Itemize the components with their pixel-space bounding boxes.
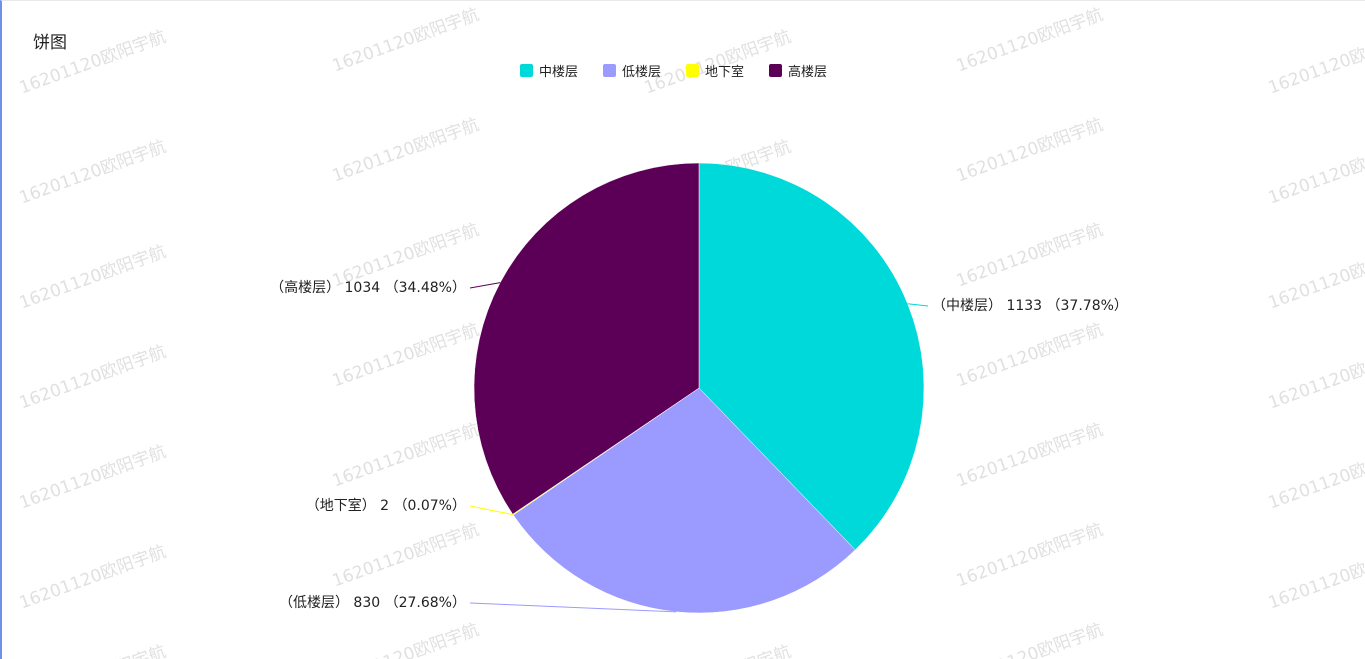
legend-swatch-high [769,64,783,77]
slice-mid[interactable] [698,162,925,551]
slice-low-label-line [469,602,677,613]
slice-high-data-label: （高楼层） 1034 （34.48%） [270,279,466,296]
legend-label-mid: 中楼层 [539,65,579,80]
legend-item-basement[interactable]: 地下室 [686,61,744,80]
slice-high[interactable] [473,162,700,515]
chart-title: 饼图 [33,33,67,53]
legend-swatch-basement [686,64,700,77]
legend-item-high[interactable]: 高楼层 [769,61,827,80]
legend-label-basement: 地下室 [705,65,745,80]
slice-basement-data-label: （地下室） 2 （0.07%） [306,497,466,514]
legend-label-high: 高楼层 [788,65,828,80]
legend-swatch-mid [520,64,533,77]
legend-item-mid[interactable]: 中楼层 [520,61,578,80]
slice-high-label-line [469,282,501,289]
legend-swatch-low [603,64,617,77]
slice-basement-label-line [469,505,514,516]
slice-mid-label-line [907,303,929,307]
slice-low[interactable] [512,387,856,614]
legend-label-low: 低楼层 [622,65,662,80]
slice-low-data-label: （低楼层） 830 （27.68%） [279,595,466,611]
legend: 中楼层 低楼层 地下室 高楼层 [520,61,852,80]
slice-mid-data-label: （中楼层） 1133 （37.78%） [932,298,1128,314]
legend-item-low[interactable]: 低楼层 [603,61,661,80]
